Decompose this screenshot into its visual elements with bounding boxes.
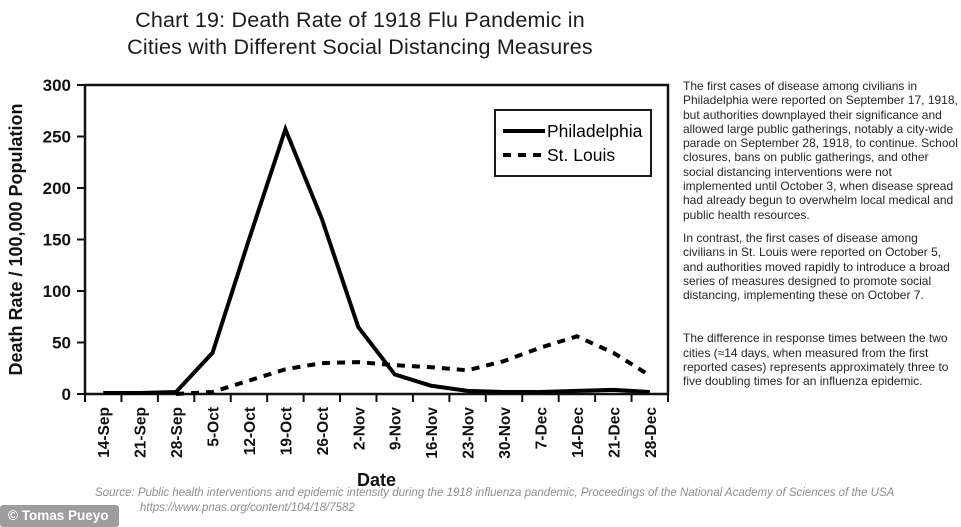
line-chart: 0 50 100 150 200 250 300 14-Sep 21-Sep 28-Sep 5-Oc… <box>6 76 670 490</box>
x-axis-tick-label: 19-Oct <box>278 407 295 455</box>
legend-item-philadelphia: Philadelphia <box>503 119 644 143</box>
y-axis-tick-label: 100 <box>43 282 71 301</box>
chart-title: Chart 19: Death Rate of 1918 Flu Pandemi… <box>45 7 675 61</box>
y-axis-tick-label: 50 <box>52 334 71 353</box>
dashed-line-swatch <box>503 153 545 157</box>
x-axis-tick-label: 21-Dec <box>606 407 623 458</box>
x-axis-tick-label: 9-Nov <box>388 407 405 450</box>
st-louis-line <box>175 334 651 396</box>
x-axis-tick-label: 30-Nov <box>497 407 514 459</box>
x-axis-tick-label: 2-Nov <box>351 407 368 450</box>
x-axis-tick-label: 28-Sep <box>169 407 186 458</box>
x-axis-tick-label: 28-Dec <box>643 407 660 458</box>
chart-title-line1: Chart 19: Death Rate of 1918 Flu Pandemi… <box>135 8 585 32</box>
paragraph-st-louis: In contrast, the first cases of disease … <box>683 230 950 303</box>
x-axis-tick-label: 14-Dec <box>570 407 587 458</box>
y-axis-label: Death Rate / 100,000 Population <box>6 103 26 375</box>
y-axis-tick-label: 0 <box>62 385 71 404</box>
y-axis-tick-label: 300 <box>43 76 71 95</box>
x-axis-tick-label: 7-Dec <box>533 407 550 450</box>
source-url: https://www.pnas.org/content/104/18/7582 <box>140 502 355 514</box>
x-axis-tick-label: 5-Oct <box>206 407 223 447</box>
legend-box: Philadelphia St. Louis <box>494 109 652 177</box>
y-axis-tick-label: 200 <box>43 179 71 198</box>
y-axis-tick-label: 250 <box>43 128 71 147</box>
x-axis-tick-label: 16-Nov <box>424 407 441 459</box>
x-axis-tick-label: 23-Nov <box>461 407 478 459</box>
x-axis-tick-label: 14-Sep <box>96 407 113 458</box>
annotation-text-column: The first cases of disease among civilia… <box>683 79 959 389</box>
paragraph-philadelphia: The first cases of disease among civilia… <box>683 79 958 222</box>
chart-area: 0 50 100 150 200 250 300 14-Sep 21-Sep 28-Sep 5-Oc… <box>0 70 680 510</box>
watermark-badge: © Tomas Pueyo <box>0 505 120 527</box>
x-axis-tick-label: 26-Oct <box>315 407 332 455</box>
x-axis-tick-label: 12-Oct <box>242 407 259 455</box>
legend-label-philadelphia: Philadelphia <box>547 120 643 141</box>
paragraph-response-times: The difference in response times between… <box>683 331 949 389</box>
y-axis-tick-label: 150 <box>43 231 71 250</box>
x-axis-tick-label: 21-Sep <box>133 407 150 458</box>
legend-label-st-louis: St. Louis <box>547 144 616 165</box>
solid-line-swatch <box>503 129 545 133</box>
x-axis-label: Date <box>357 470 396 490</box>
legend-item-st-louis: St. Louis <box>503 143 644 167</box>
philadelphia-line <box>103 123 650 395</box>
source-citation: Source: Public health interventions and … <box>95 487 895 499</box>
chart-title-line2: Cities with Different Social Distancing … <box>127 35 593 59</box>
